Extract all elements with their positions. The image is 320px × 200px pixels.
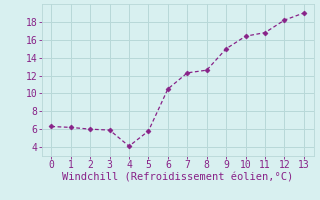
X-axis label: Windchill (Refroidissement éolien,°C): Windchill (Refroidissement éolien,°C) <box>62 173 293 183</box>
